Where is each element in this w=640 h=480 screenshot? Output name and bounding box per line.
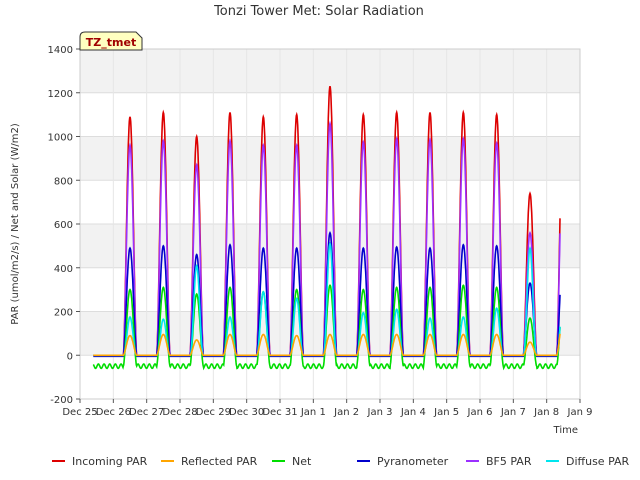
x-axis-label: Time xyxy=(553,425,578,436)
background-band xyxy=(80,267,580,312)
legend-item-reflected-par: Reflected PAR xyxy=(161,455,258,468)
background-band xyxy=(80,49,580,93)
series-layer xyxy=(92,86,561,371)
y-tick-label: 1000 xyxy=(48,133,73,144)
chart-title: Tonzi Tower Met: Solar Radiation xyxy=(213,4,424,19)
legend-label: Incoming PAR xyxy=(72,455,148,468)
x-tick-label: Jan 3 xyxy=(367,407,393,418)
x-tick-label: Jan 5 xyxy=(433,407,459,418)
tz-tmet-label: TZ_tmet xyxy=(86,36,136,49)
y-tick-label: 200 xyxy=(54,308,73,319)
background-band xyxy=(80,136,580,181)
background-band xyxy=(80,180,580,224)
legend-label: BF5 PAR xyxy=(486,455,532,468)
y-tick-label: 800 xyxy=(54,176,73,187)
x-tick-label: Dec 27 xyxy=(129,407,164,418)
y-axis-ticks: -200 0 200 400 600 800 1000 1200 1400 xyxy=(48,45,80,406)
x-tick-label: Dec 28 xyxy=(162,407,197,418)
legend-item-diffuse-par: Diffuse PAR xyxy=(546,455,630,468)
legend-label: Net xyxy=(292,455,312,468)
legend-label: Diffuse PAR xyxy=(566,455,630,468)
x-tick-label: Jan 7 xyxy=(500,407,526,418)
legend-item-net: Net xyxy=(272,455,312,468)
x-tick-label: Jan 8 xyxy=(533,407,559,418)
series-line-reflected-par xyxy=(93,333,561,357)
background-band xyxy=(80,311,580,356)
x-tick-label: Jan 9 xyxy=(567,407,593,418)
background-band xyxy=(80,355,580,399)
x-tick-label: Jan 2 xyxy=(333,407,359,418)
x-tick-label: Jan 6 xyxy=(467,407,493,418)
y-tick-label: 1400 xyxy=(48,45,73,56)
y-axis-label: PAR (umol/m2/s) / Net and Solar (W/m2) xyxy=(10,123,21,325)
legend-item-bf5-par: BF5 PAR xyxy=(466,455,532,468)
y-tick-label: 0 xyxy=(67,351,73,362)
x-tick-label: Jan 1 xyxy=(300,407,326,418)
legend-label: Pyranometer xyxy=(377,455,449,468)
x-tick-label: Dec 30 xyxy=(229,407,264,418)
x-tick-label: Dec 25 xyxy=(62,407,97,418)
y-tick-label: 1200 xyxy=(48,89,73,100)
y-tick-label: 600 xyxy=(54,220,73,231)
tz-tmet-badge: TZ_tmet xyxy=(79,31,143,51)
y-tick-label: 400 xyxy=(54,264,73,275)
x-tick-label: Dec 29 xyxy=(196,407,231,418)
x-tick-label: Dec 31 xyxy=(262,407,297,418)
legend: Incoming PAR Reflected PAR Net Pyranometer B… xyxy=(52,455,630,468)
y-tick-label: -200 xyxy=(50,395,73,406)
x-tick-label: Jan 4 xyxy=(400,407,426,418)
legend-item-incoming-par: Incoming PAR xyxy=(52,455,148,468)
legend-label: Reflected PAR xyxy=(181,455,258,468)
x-tick-label: Dec 26 xyxy=(96,407,131,418)
legend-item-pyranometer: Pyranometer xyxy=(357,455,449,468)
background-band xyxy=(80,92,580,137)
